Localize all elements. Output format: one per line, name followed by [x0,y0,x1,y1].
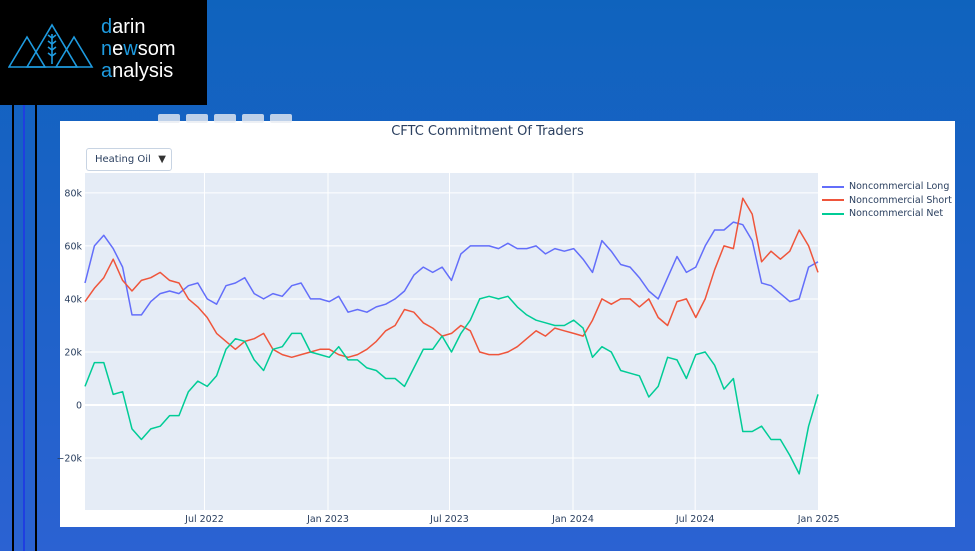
x-tick-label: Jan 2023 [306,514,349,525]
chart-modebar[interactable] [158,114,292,123]
plot-area [85,173,818,510]
decorative-line [35,105,37,551]
brand-letter: w [123,38,138,60]
triangle-down-icon: ▼ [158,154,166,165]
series-line-short [84,197,819,359]
x-tick-label: Jul 2023 [429,514,469,525]
legend-swatch [822,199,844,202]
x-tick-label: Jul 2024 [675,514,715,525]
modebar-button[interactable] [186,114,208,123]
brand-word: arin [112,16,146,38]
y-tick-label: 20k [64,347,82,358]
y-tick-label: 80k [64,188,82,199]
brand-letter: d [101,16,113,38]
brand-name: darin newsom analysis [101,16,176,82]
legend-label: Noncommercial Short [849,194,952,206]
x-tick-label: Jan 2025 [797,514,840,525]
legend-swatch [822,185,844,188]
mountains-wheat-icon [8,23,94,68]
commodity-dropdown[interactable]: Heating Oil ▼ [86,148,172,171]
legend-item-net[interactable]: Noncommercial Net [822,207,952,221]
modebar-button[interactable] [270,114,292,123]
modebar-button[interactable] [242,114,264,123]
series-line-long [84,221,819,316]
legend-item-short[interactable]: Noncommercial Short [822,194,952,208]
y-tick-label: 40k [64,294,82,305]
legend: Noncommercial Long Noncommercial Short N… [822,180,952,221]
y-tick-label: 60k [64,241,82,252]
brand-word: nalysis [112,60,174,82]
y-tick-label: −20k [56,454,82,465]
brand-letter: n [101,38,113,60]
brand-logo: darin newsom analysis [0,0,207,105]
modebar-button[interactable] [214,114,236,123]
legend-label: Noncommercial Long [849,181,950,193]
dropdown-value: Heating Oil [95,154,151,165]
brand-word: som [137,38,176,60]
legend-label: Noncommercial Net [849,208,944,220]
legend-swatch [822,212,844,215]
brand-word: e [112,38,124,60]
decorative-line [12,105,14,551]
decorative-line [23,105,25,551]
series-line-net [84,295,819,475]
y-tick-label: 0 [76,401,82,412]
brand-letter: a [101,60,113,82]
modebar-button[interactable] [158,114,180,123]
x-tick-label: Jan 2024 [551,514,594,525]
chart-title: CFTC Commitment Of Traders [391,124,584,139]
legend-item-long[interactable]: Noncommercial Long [822,180,952,194]
x-tick-label: Jul 2022 [184,514,224,525]
